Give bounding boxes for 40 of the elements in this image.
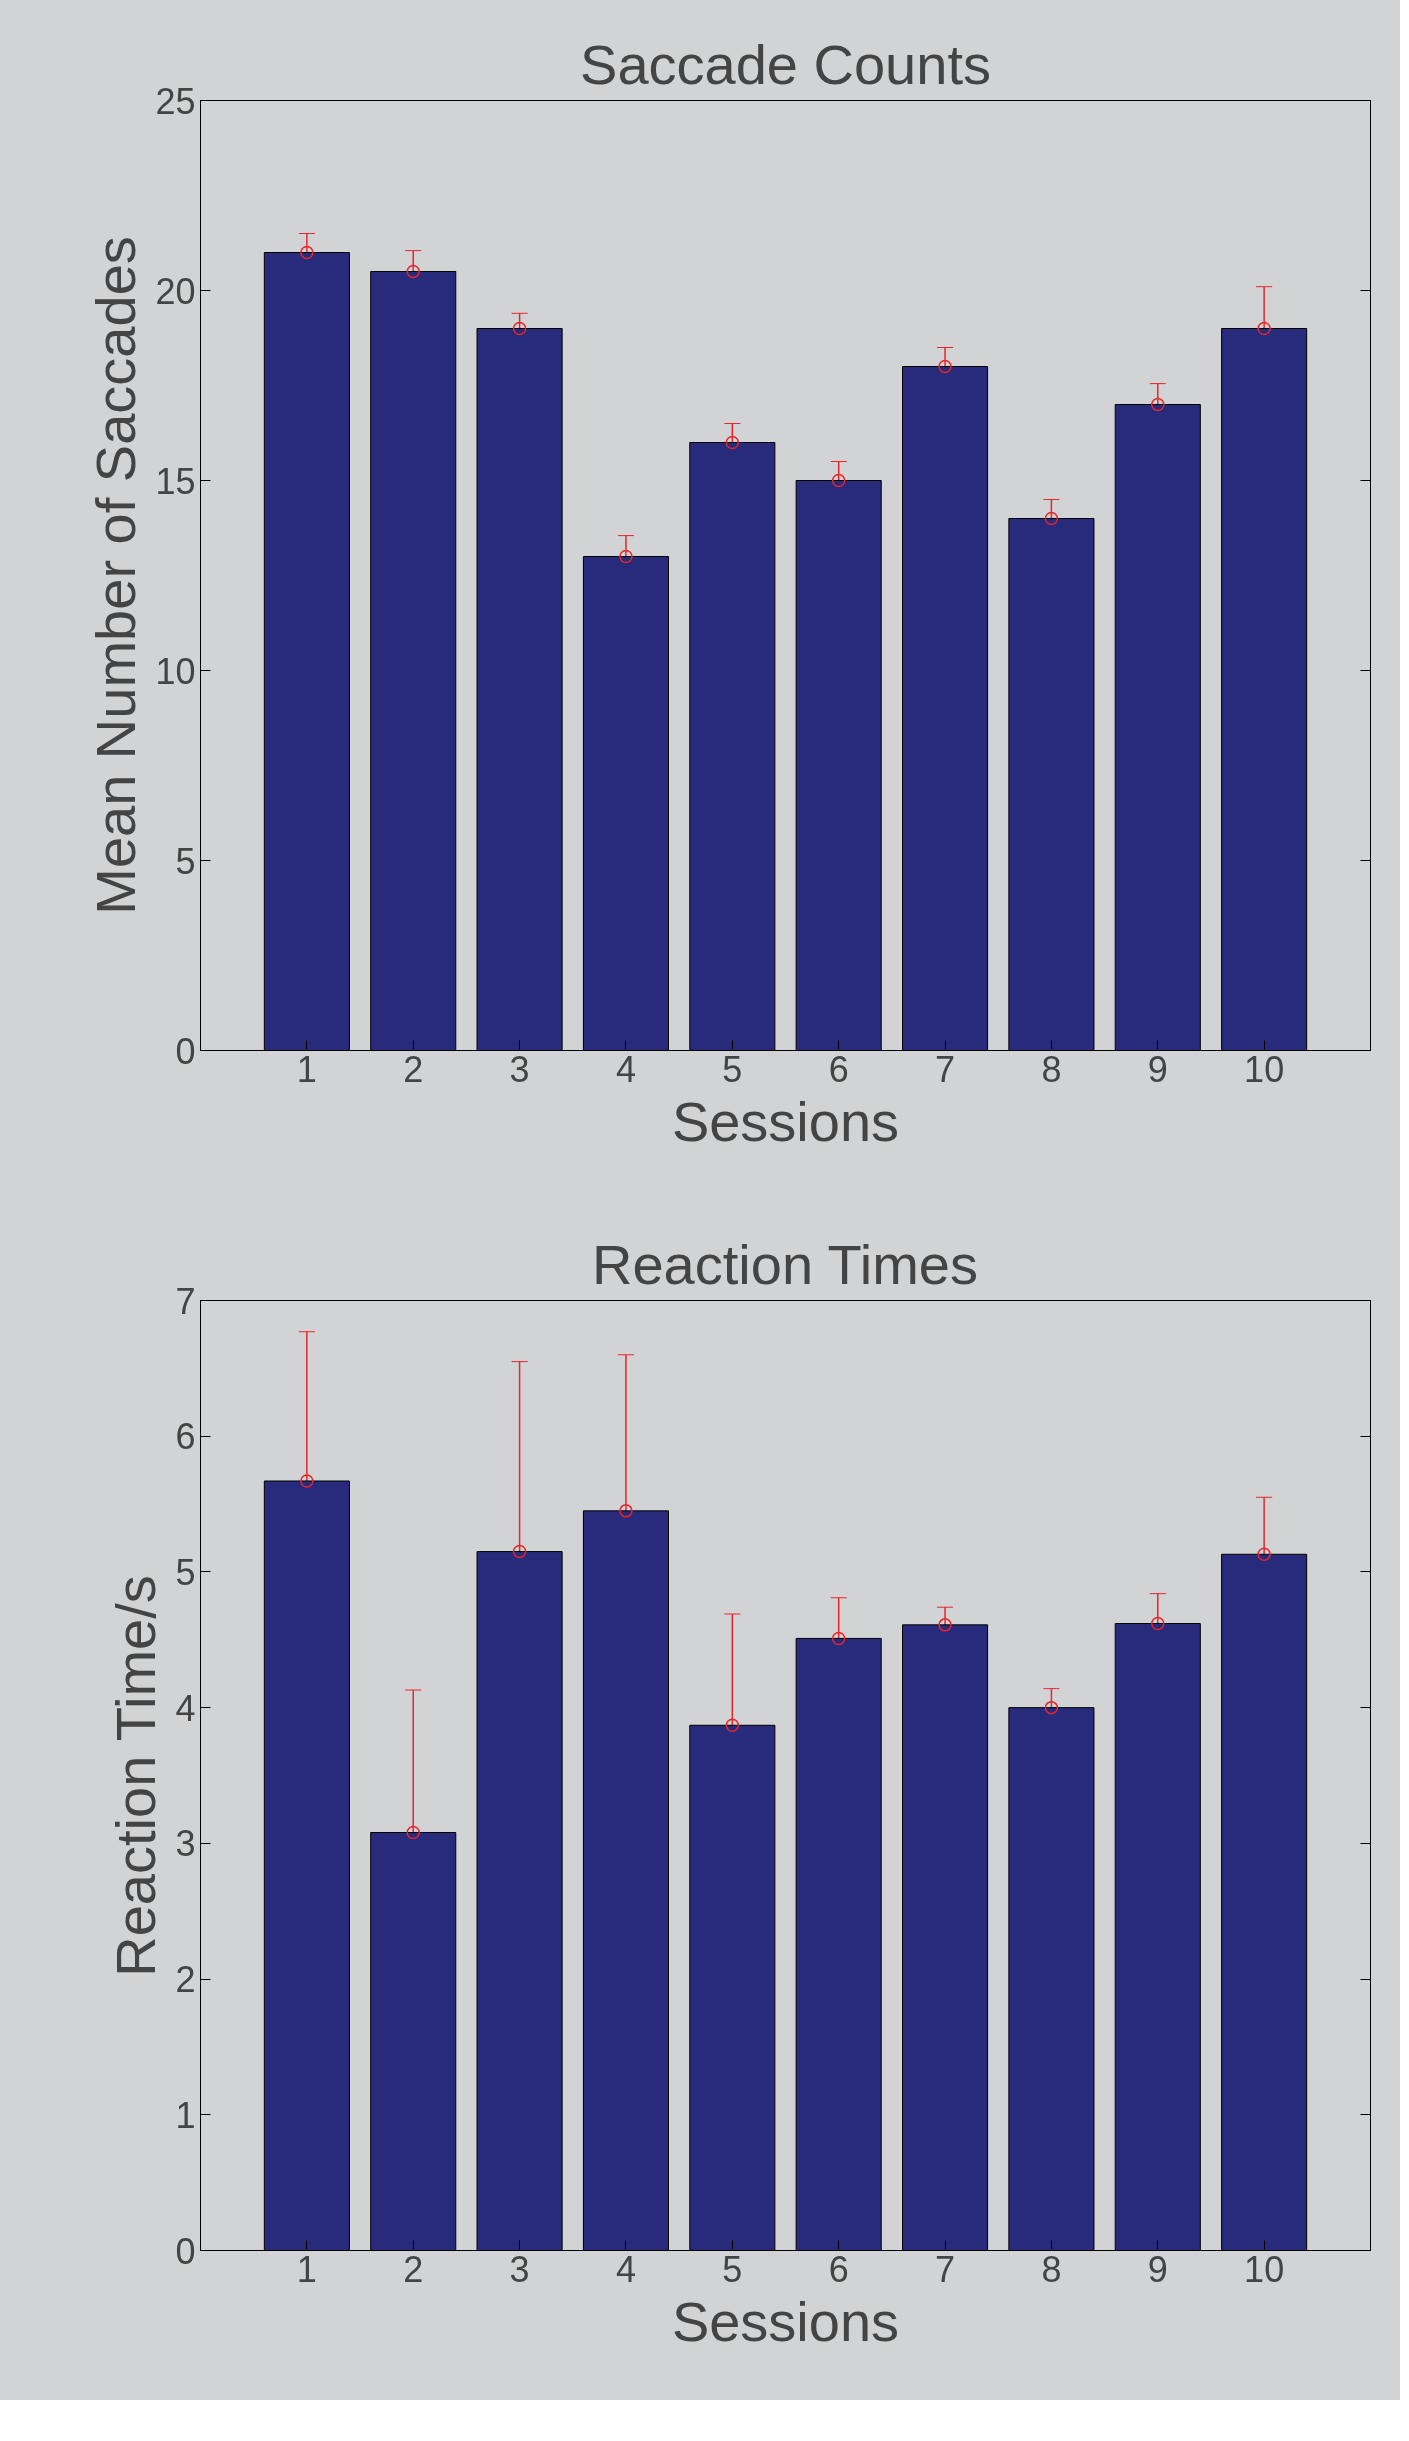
y-tick-label: 3 <box>175 1823 196 1865</box>
x-tick-label: 3 <box>509 1048 530 1090</box>
x-tick-label: 5 <box>722 1048 743 1090</box>
x-tick-label: 3 <box>509 2248 530 2290</box>
chart-title: Reaction Times <box>592 1232 978 1296</box>
y-tick-label: 25 <box>155 80 196 122</box>
x-axis-title: Sessions <box>671 2289 900 2353</box>
y-tick-label: 5 <box>175 840 196 882</box>
y-tick-label: 0 <box>175 2230 196 2272</box>
x-tick-label: 1 <box>296 2248 317 2290</box>
x-tick-label: 5 <box>722 2248 743 2290</box>
y-tick-label: 15 <box>155 460 196 502</box>
y-tick-label: 5 <box>175 1551 196 1593</box>
x-axis-title: Sessions <box>671 1089 900 1153</box>
x-tick-label: 6 <box>828 2248 849 2290</box>
x-tick-label: 10 <box>1244 2248 1285 2290</box>
x-tick-label: 7 <box>935 1048 956 1090</box>
x-tick-label: 9 <box>1147 2248 1168 2290</box>
x-tick-label: 6 <box>828 1048 849 1090</box>
x-tick-label: 4 <box>615 1048 636 1090</box>
chart-title: Saccade Counts <box>580 32 991 96</box>
y-axis-title: Mean Number of Saccades <box>84 236 148 915</box>
y-tick-label: 0 <box>175 1030 196 1072</box>
y-tick-label: 1 <box>175 2094 196 2136</box>
y-tick-label: 4 <box>175 1687 196 1729</box>
y-tick-label: 10 <box>155 650 196 692</box>
y-tick-label: 7 <box>175 1280 196 1322</box>
x-tick-label: 4 <box>615 2248 636 2290</box>
x-tick-label: 1 <box>296 1048 317 1090</box>
x-tick-label: 8 <box>1041 1048 1062 1090</box>
x-tick-label: 2 <box>403 2248 424 2290</box>
y-tick-label: 20 <box>155 270 196 312</box>
x-tick-label: 10 <box>1244 1048 1285 1090</box>
y-axis-title: Reaction Time/s <box>104 1575 168 1977</box>
y-tick-label: 6 <box>175 1416 196 1458</box>
x-tick-label: 7 <box>935 2248 956 2290</box>
x-tick-label: 2 <box>403 1048 424 1090</box>
x-tick-label: 8 <box>1041 2248 1062 2290</box>
x-tick-label: 9 <box>1147 1048 1168 1090</box>
y-tick-label: 2 <box>175 1959 196 2001</box>
